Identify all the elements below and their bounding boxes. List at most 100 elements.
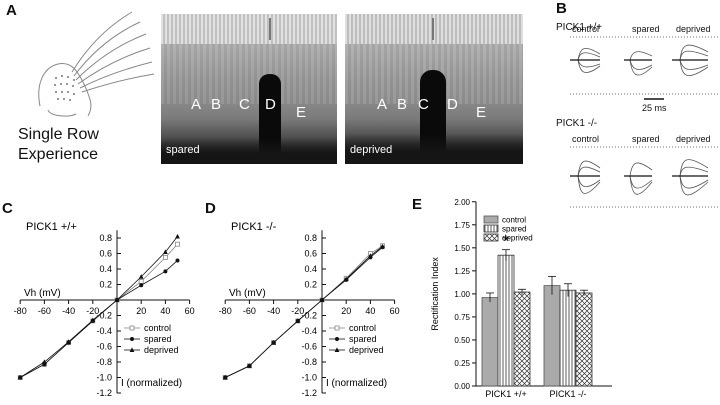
ko-y-tick-label: -1.0 — [301, 373, 317, 383]
ko-y-tick-label: -0.2 — [301, 311, 317, 321]
e-bar-control — [543, 285, 561, 387]
wt-control-traces — [570, 47, 601, 73]
wt-y-tick-label: -1.0 — [96, 373, 112, 383]
wt-point-deprived — [42, 359, 47, 364]
wt-y-tick-label: -0.4 — [96, 326, 112, 336]
wt-point-spared — [163, 269, 168, 274]
deprived-slice-label: deprived — [350, 144, 393, 156]
ko-legend-label-deprived: deprived — [349, 345, 384, 355]
wt-x-tick-label: -80 — [14, 306, 27, 316]
e-legend-label-spared: spared — [502, 225, 526, 234]
e-bar-spared — [559, 289, 577, 387]
wt-point-deprived — [114, 297, 120, 302]
panel-b-wt-spared: spared — [632, 24, 660, 34]
ko-point-deprived — [247, 363, 252, 368]
panel-b-ko-spared: spared — [632, 134, 660, 144]
e-y-tick-label: 0.50 — [454, 336, 470, 345]
wt-legend-marker-deprived — [129, 347, 135, 352]
deprived-barrel-a: A — [377, 96, 388, 113]
wt-x-tick-label: -20 — [86, 306, 99, 316]
ko-legend-label-spared: spared — [349, 334, 377, 344]
wt-point-spared — [139, 283, 144, 288]
panel-a-letter: A — [6, 2, 17, 19]
caption-line-2: Experience — [18, 146, 99, 163]
ko-y-tick-label: 0.4 — [304, 264, 317, 274]
e-legend-swatch-control — [483, 215, 499, 224]
rectification-bar-chart: 0.00 0.25 0.50 0.75 1.00 1.25 1.50 1.75 2.00 Rect… — [430, 198, 612, 399]
deprived-barrel-c: C — [418, 96, 429, 113]
wt-y-tick-label: -0.8 — [96, 357, 112, 367]
e-y-tick-label: 2.00 — [454, 198, 470, 207]
whisker-pad-drawing — [38, 11, 155, 117]
deprived-barrel-b: B — [397, 96, 408, 113]
ko-y-axis-label: I (normalized) — [326, 378, 387, 389]
spared-barrel-a: A — [191, 96, 202, 113]
ko-x-tick-label: -20 — [291, 306, 304, 316]
wt-point-deprived — [175, 233, 180, 239]
e-y-tick-label: 1.50 — [454, 244, 470, 253]
e-bar-control — [481, 297, 499, 387]
wt-y-tick-label: -0.2 — [96, 311, 112, 321]
panel-b-wt-deprived: deprived — [676, 24, 711, 34]
e-legend-swatch-spared — [483, 224, 499, 233]
wt-y-tick-label: -0.6 — [96, 342, 112, 352]
wt-legend-marker-spared — [130, 337, 134, 341]
wt-point-deprived — [138, 274, 144, 279]
wt-legend-marker-control — [129, 325, 135, 331]
panel-b-scalebar-label: 25 ms — [642, 103, 667, 113]
e-bar-deprived — [575, 292, 593, 387]
wt-point-spared — [175, 258, 180, 263]
ko-point-deprived — [368, 253, 373, 258]
wt-x-tick-label: 20 — [136, 306, 146, 316]
ko-legend-marker-control — [334, 325, 340, 331]
spared-slice-label: spared — [166, 144, 200, 156]
panel-b-ko-title: PICK1 -/- — [556, 118, 598, 129]
wt-x-tick-label: 40 — [160, 306, 170, 316]
ko-point-deprived — [319, 297, 325, 302]
ko-x-tick-label: -80 — [219, 306, 232, 316]
e-y-tick-label: 1.75 — [454, 221, 470, 230]
e-y-axis-label: Rectification Index — [430, 257, 440, 331]
ko-legend-marker-spared — [335, 337, 339, 341]
wt-legend-label-control: control — [144, 323, 171, 333]
wt-point-control — [162, 254, 168, 260]
e-bar-spared — [497, 254, 515, 387]
wt-y-tick-label: -1.2 — [96, 388, 112, 398]
e-legend-label-deprived: deprived — [502, 234, 533, 243]
ko-point-deprived — [222, 374, 228, 380]
ko-x-tick-label: 20 — [341, 306, 351, 316]
wt-title: PICK1 +/+ — [26, 221, 77, 233]
wt-x-tick-label: -60 — [38, 306, 51, 316]
panel-e-letter: E — [412, 196, 423, 213]
wt-legend-label-deprived: deprived — [144, 345, 179, 355]
wt-point-control — [175, 241, 180, 247]
ko-point-deprived — [380, 243, 385, 249]
ko-x-axis-label: Vh (mV) — [229, 288, 266, 299]
spared-barrel-b: B — [211, 96, 222, 113]
ko-y-tick-label: 0.6 — [304, 249, 317, 259]
ko-y-tick-label: 0.2 — [304, 280, 317, 290]
spared-slice-image — [161, 14, 337, 164]
ko-x-tick-label: 60 — [390, 306, 400, 316]
ko-line-deprived — [225, 246, 383, 378]
e-legend-swatch-deprived — [483, 233, 499, 242]
wt-y-tick-label: 0.6 — [99, 249, 112, 259]
wt-y-tick-label: 0.2 — [99, 280, 112, 290]
panel-b-traces — [570, 36, 718, 208]
e-y-tick-label: 1.25 — [454, 267, 470, 276]
iv-chart-ko: PICK1 -/- -80 -60 -40 -20 20 40 60 0.8 0.6 0.4 0.2 -… — [219, 221, 400, 398]
spared-barrel-e: E — [296, 104, 307, 121]
caption-line-1: Single Row — [18, 126, 99, 143]
ko-legend-label-control: control — [349, 323, 376, 333]
wt-deprived-traces — [672, 44, 709, 76]
wt-point-deprived — [66, 339, 71, 344]
panel-c-letter: C — [2, 200, 13, 217]
e-y-tick-label: 0.00 — [454, 382, 470, 391]
deprived-slice-image — [345, 14, 523, 164]
ko-x-tick-label: -40 — [267, 306, 280, 316]
ko-point-deprived — [295, 318, 301, 323]
ko-deprived-traces — [672, 159, 709, 196]
wt-point-deprived — [163, 249, 168, 254]
spared-barrel-c: C — [239, 96, 250, 113]
ko-y-tick-label: -0.4 — [301, 326, 317, 336]
